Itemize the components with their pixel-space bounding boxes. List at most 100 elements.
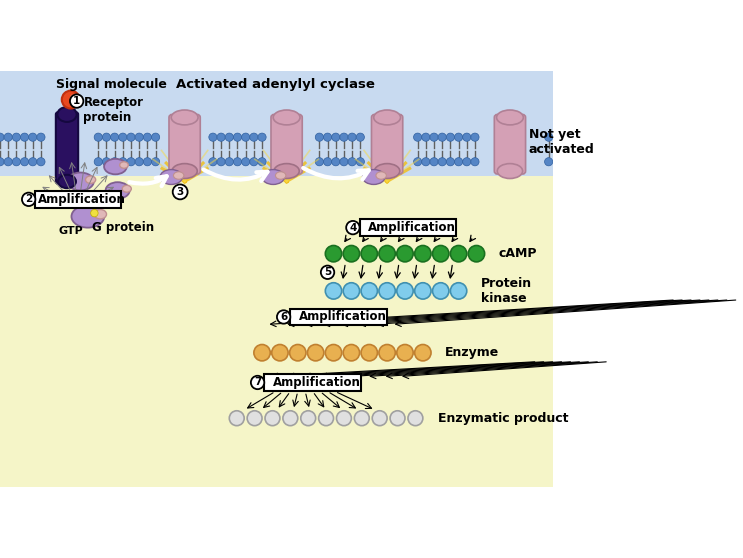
Circle shape [241, 133, 250, 141]
Circle shape [103, 133, 111, 141]
Circle shape [29, 158, 37, 166]
Circle shape [321, 266, 334, 279]
Circle shape [361, 246, 377, 262]
Circle shape [143, 158, 152, 166]
FancyBboxPatch shape [360, 219, 456, 236]
Text: GTP: GTP [59, 227, 83, 237]
Circle shape [13, 158, 21, 166]
Circle shape [29, 133, 37, 141]
Ellipse shape [374, 163, 400, 179]
Circle shape [4, 158, 13, 166]
Circle shape [217, 133, 225, 141]
Circle shape [258, 133, 266, 141]
Text: Amplification: Amplification [299, 310, 386, 324]
Circle shape [463, 158, 471, 166]
Circle shape [463, 133, 471, 141]
Circle shape [348, 133, 356, 141]
Circle shape [447, 133, 455, 141]
Circle shape [361, 344, 377, 361]
Circle shape [265, 411, 280, 426]
Circle shape [379, 246, 395, 262]
Text: 6: 6 [280, 312, 288, 322]
Circle shape [471, 133, 479, 141]
Circle shape [432, 246, 449, 262]
Circle shape [127, 158, 135, 166]
Ellipse shape [94, 210, 106, 219]
Ellipse shape [85, 176, 96, 184]
Circle shape [325, 283, 342, 299]
Circle shape [209, 133, 217, 141]
Circle shape [172, 185, 187, 199]
Text: cAMP: cAMP [499, 247, 537, 260]
Circle shape [111, 133, 119, 141]
Circle shape [422, 158, 430, 166]
Polygon shape [0, 176, 553, 487]
Circle shape [152, 158, 160, 166]
Text: Amplification: Amplification [38, 193, 126, 206]
Circle shape [308, 344, 324, 361]
Circle shape [152, 133, 160, 141]
Text: Activated adenylyl cyclase: Activated adenylyl cyclase [176, 78, 375, 91]
Circle shape [37, 133, 45, 141]
Circle shape [225, 158, 233, 166]
Ellipse shape [262, 170, 285, 185]
Circle shape [340, 133, 348, 141]
Ellipse shape [273, 110, 300, 125]
Circle shape [230, 411, 244, 426]
Circle shape [397, 344, 413, 361]
Circle shape [408, 411, 423, 426]
Text: Amplification: Amplification [368, 221, 455, 234]
FancyBboxPatch shape [494, 114, 525, 174]
Circle shape [37, 158, 45, 166]
Circle shape [103, 158, 111, 166]
Circle shape [422, 133, 430, 141]
Circle shape [379, 344, 395, 361]
Circle shape [343, 246, 360, 262]
Ellipse shape [106, 182, 129, 199]
Circle shape [348, 158, 356, 166]
Circle shape [372, 411, 387, 426]
Circle shape [135, 158, 143, 166]
Circle shape [455, 133, 463, 141]
Circle shape [545, 158, 553, 166]
Circle shape [217, 158, 225, 166]
Circle shape [301, 411, 316, 426]
Text: 3: 3 [177, 187, 184, 197]
FancyBboxPatch shape [265, 374, 361, 391]
Text: Enzymatic product: Enzymatic product [438, 412, 568, 425]
Circle shape [233, 133, 241, 141]
Ellipse shape [57, 107, 77, 122]
Text: 5: 5 [324, 267, 331, 277]
Circle shape [315, 158, 323, 166]
Ellipse shape [172, 163, 198, 179]
FancyBboxPatch shape [372, 114, 403, 174]
Circle shape [135, 133, 143, 141]
Ellipse shape [104, 159, 127, 174]
Text: Receptor
protein: Receptor protein [83, 96, 143, 124]
Circle shape [127, 133, 135, 141]
Circle shape [94, 158, 103, 166]
Circle shape [258, 158, 266, 166]
Circle shape [94, 133, 103, 141]
Circle shape [415, 246, 431, 262]
Circle shape [13, 133, 21, 141]
Circle shape [290, 344, 306, 361]
Ellipse shape [497, 163, 522, 179]
Circle shape [397, 246, 413, 262]
FancyBboxPatch shape [271, 114, 302, 174]
Circle shape [356, 133, 364, 141]
Ellipse shape [67, 172, 94, 190]
Ellipse shape [120, 162, 129, 169]
Circle shape [225, 133, 233, 141]
Circle shape [331, 158, 340, 166]
Ellipse shape [276, 172, 286, 179]
Text: Protein
kinase: Protein kinase [481, 277, 532, 305]
Ellipse shape [274, 163, 299, 179]
Circle shape [356, 158, 364, 166]
Circle shape [251, 376, 265, 389]
Text: Enzyme: Enzyme [445, 346, 499, 359]
Circle shape [340, 158, 348, 166]
Ellipse shape [160, 170, 182, 185]
Polygon shape [0, 71, 553, 176]
Circle shape [0, 158, 4, 166]
